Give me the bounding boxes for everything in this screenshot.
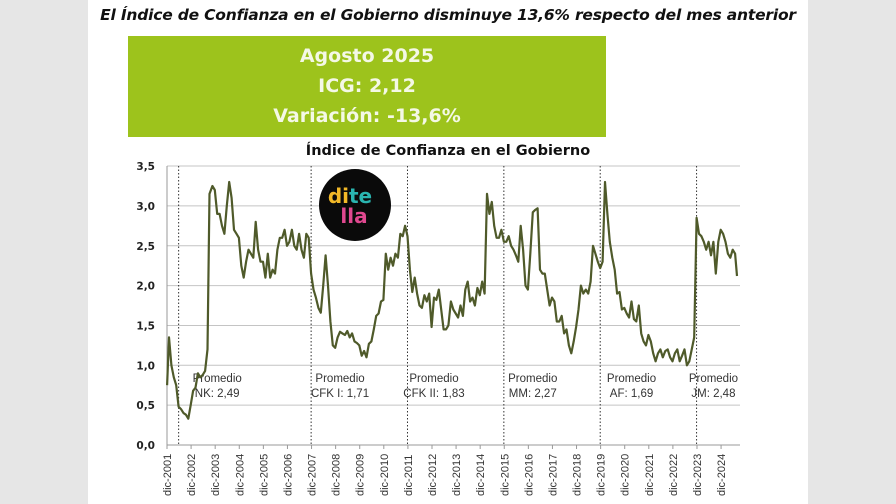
x-axis: dic-2001 dic-2002 dic-2003 dic-2004 dic-2005… [162, 445, 728, 496]
banner-variation: Variación: -13,6% [273, 105, 461, 127]
x-tick-label: dic-2006 [282, 454, 294, 496]
average-label-value: AF: 1,69 [610, 388, 653, 400]
chart-title: Índice de Confianza en el Gobierno [305, 143, 591, 159]
summary-banner: Agosto 2025 ICG: 2,12 Variación: -13,6% [128, 36, 606, 137]
icg-series-line [166, 180, 739, 420]
y-tick-label: 2,0 [136, 281, 155, 293]
period-average-labels: Promedio NK: 2,49 Promedio CFK I: 1,71 Prome… [193, 373, 738, 400]
logo-lla: lla [340, 204, 367, 228]
gridlines [167, 165, 740, 446]
ditella-logo: di te lla [319, 169, 391, 241]
x-tick-label: dic-2021 [644, 454, 656, 496]
banner-icg-value: ICG: 2,12 [318, 75, 416, 97]
average-label-title: Promedio [193, 373, 242, 385]
y-tick-label: 3,0 [136, 201, 155, 213]
x-tick-label: dic-2004 [234, 454, 246, 496]
x-tick-label: dic-2019 [596, 454, 608, 496]
x-tick-label: dic-2018 [572, 454, 584, 496]
y-tick-label: 3,5 [136, 161, 155, 173]
average-label-value: MM: 2,27 [509, 388, 557, 400]
x-tick-label: dic-2001 [162, 454, 174, 496]
x-tick-label: dic-2003 [210, 454, 222, 496]
average-label-value: JM: 2,48 [691, 388, 735, 400]
banner-period: Agosto 2025 [299, 45, 435, 67]
average-label-title: Promedio [409, 373, 458, 385]
headline: El Índice de Confianza en el Gobierno di… [100, 6, 796, 24]
x-tick-label: dic-2024 [716, 454, 728, 496]
y-tick-label: 0,0 [136, 440, 155, 452]
y-tick-label: 0,5 [136, 400, 155, 412]
x-tick-label: dic-2011 [403, 455, 415, 496]
average-label-value: NK: 2,49 [195, 388, 240, 400]
y-tick-label: 1,0 [136, 360, 155, 372]
x-tick-label: dic-2008 [331, 454, 343, 496]
y-tick-label: 1,5 [136, 320, 155, 332]
average-label-value: CFK I: 1,71 [311, 388, 369, 400]
logo-di: di [328, 184, 349, 208]
x-tick-label: dic-2005 [258, 454, 270, 496]
x-tick-label: dic-2016 [523, 454, 535, 496]
x-tick-label: dic-2002 [186, 454, 198, 496]
x-tick-label: dic-2013 [451, 454, 463, 496]
x-tick-label: dic-2014 [475, 454, 487, 496]
average-label-title: Promedio [315, 373, 364, 385]
x-tick-label: dic-2020 [620, 454, 632, 496]
x-tick-label: dic-2023 [692, 454, 704, 496]
x-tick-label: dic-2010 [379, 454, 391, 496]
average-label-title: Promedio [508, 373, 557, 385]
x-tick-label: dic-2022 [668, 454, 680, 496]
y-axis: 0,0 0,5 1,0 1,5 2,0 2,5 3,0 3,5 [136, 161, 168, 452]
average-label-title: Promedio [607, 373, 656, 385]
x-tick-label: dic-2007 [307, 454, 319, 496]
x-tick-label: dic-2012 [427, 454, 439, 496]
average-label-title: Promedio [689, 373, 738, 385]
period-dividers [178, 166, 698, 445]
x-tick-label: dic-2017 [547, 454, 559, 496]
average-label-value: CFK II: 1,83 [403, 388, 464, 400]
logo-te: te [349, 184, 372, 208]
x-tick-label: dic-2009 [355, 454, 367, 496]
x-tick-label: dic-2015 [499, 454, 511, 496]
y-tick-label: 2,5 [136, 241, 155, 253]
